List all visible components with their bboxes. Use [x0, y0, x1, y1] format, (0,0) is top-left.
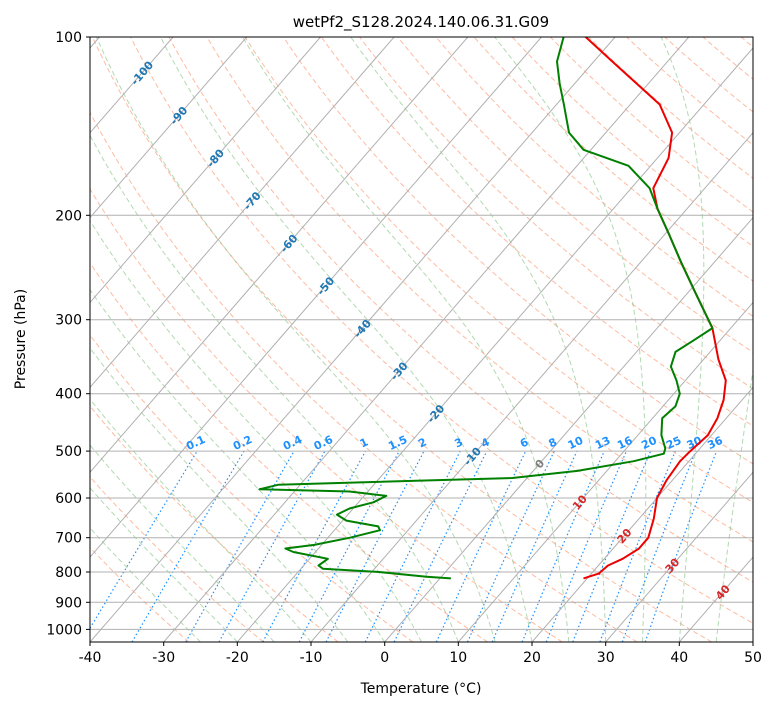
- mixing-ratio-line: [644, 450, 718, 642]
- dry-adiabat: [588, 37, 753, 179]
- dry-adiabat: [511, 37, 753, 247]
- mixing-ratio-label: 10: [566, 434, 586, 452]
- x-tick-label: -10: [300, 650, 323, 666]
- moist-adiabat: [95, 37, 496, 642]
- mixing-ratio-line: [90, 450, 198, 630]
- moist-adiabat: [715, 366, 753, 642]
- y-tick-label: 900: [55, 595, 82, 611]
- mixing-ratio-line: [466, 450, 555, 642]
- y-tick-label: 400: [55, 387, 82, 403]
- dry-adiabat: [359, 37, 753, 390]
- plot-frame: [89, 36, 754, 643]
- moist-adiabat: [242, 37, 570, 642]
- isotherm: [310, 131, 753, 642]
- moist-adiabat: [90, 444, 275, 642]
- isotherm: [90, 37, 395, 389]
- dry-adiabat: [435, 37, 753, 318]
- dry-adiabat: [168, 37, 753, 583]
- mixing-ratio-label: 36: [705, 434, 725, 452]
- mixing-ratio-line: [521, 450, 605, 642]
- mixing-ratio-label: 16: [615, 434, 635, 452]
- mixing-ratio-line: [262, 450, 367, 642]
- isotherm: [90, 37, 469, 474]
- dry-adiabat: [90, 111, 638, 642]
- isotherms: [90, 37, 753, 642]
- mixing-ratio-label: 25: [664, 434, 683, 452]
- isotherm: [236, 47, 753, 642]
- profile-series: [258, 37, 727, 580]
- dry-adiabat: [320, 37, 753, 427]
- pressure-gridlines: [90, 37, 753, 630]
- isotherm: [605, 471, 753, 642]
- dry-adiabat: [550, 37, 753, 213]
- moist-adiabat: [350, 37, 607, 642]
- isotherm: [531, 386, 753, 642]
- moist-adiabat: [160, 37, 533, 642]
- dewpoint-profile-line: [258, 37, 714, 580]
- y-tick-label: 800: [55, 565, 82, 581]
- mixing-ratio-label: 30: [685, 434, 705, 452]
- moist-adiabat: [90, 288, 386, 642]
- y-tick-label: 600: [55, 491, 82, 507]
- moist-adiabat: [90, 527, 201, 642]
- moist-adiabats: [90, 37, 753, 642]
- x-tick-label: 0: [380, 650, 389, 666]
- isotherm: [90, 37, 542, 558]
- moist-adiabat: [90, 487, 238, 642]
- dry-adiabat: [397, 37, 753, 353]
- moist-adiabat: [90, 347, 349, 642]
- mixing-ratio-line: [218, 450, 326, 642]
- moist-adiabat: [90, 219, 422, 642]
- mixing-ratio-line: [545, 450, 627, 642]
- moist-adiabat: [494, 37, 647, 642]
- y-tick-label: 500: [55, 444, 82, 460]
- dry-adiabat: [626, 37, 753, 146]
- isotherm: [384, 216, 753, 642]
- isotherm: [90, 37, 616, 642]
- x-tick-label: 20: [523, 650, 541, 666]
- isotherm: [163, 37, 690, 642]
- y-tick-label: 700: [55, 531, 82, 547]
- mixing-ratio-line: [599, 450, 676, 642]
- x-tick-label: -20: [226, 650, 249, 666]
- mixing-ratio-label: 20: [639, 434, 659, 452]
- x-axis-label: Temperature (°C): [360, 681, 482, 697]
- temperature-profile-line: [583, 37, 727, 580]
- x-tick-label: -30: [152, 650, 175, 666]
- y-axis-ticks: 1000 900 800 700 600 500 400 300 200 100: [46, 30, 90, 638]
- y-tick-label: 300: [55, 313, 82, 329]
- dry-adiabat: [92, 37, 712, 642]
- isotherm: [457, 301, 753, 642]
- mixing-ratio-label: 13: [593, 434, 612, 452]
- y-tick-label: 100: [55, 30, 82, 46]
- mixing-ratio-line: [572, 450, 652, 642]
- chart-title: wetPf2_S128.2024.140.06.31.G09: [293, 13, 549, 32]
- x-tick-label: 40: [670, 650, 688, 666]
- x-tick-label: 50: [744, 650, 762, 666]
- y-axis-label: Pressure (hPa): [13, 289, 29, 389]
- x-axis-ticks: -40 -30 -20 -10 0 10 20 30 40 50: [79, 642, 762, 666]
- x-tick-label: -40: [79, 650, 102, 666]
- isotherm: [90, 37, 248, 219]
- mixing-ratio-line: [364, 450, 461, 642]
- x-tick-label: 30: [597, 650, 615, 666]
- dry-adiabat: [130, 37, 753, 624]
- dry-adiabat: [90, 188, 563, 642]
- dry-adiabat: [244, 37, 753, 504]
- x-tick-label: 10: [449, 650, 467, 666]
- mixing-ratio-line: [621, 450, 697, 642]
- isotherm: [90, 37, 321, 304]
- moist-adiabat: [660, 37, 705, 642]
- y-tick-label: 200: [55, 208, 82, 224]
- y-tick-label: 1000: [46, 622, 82, 638]
- dry-adiabat: [90, 334, 414, 642]
- dry-adiabat: [206, 37, 753, 543]
